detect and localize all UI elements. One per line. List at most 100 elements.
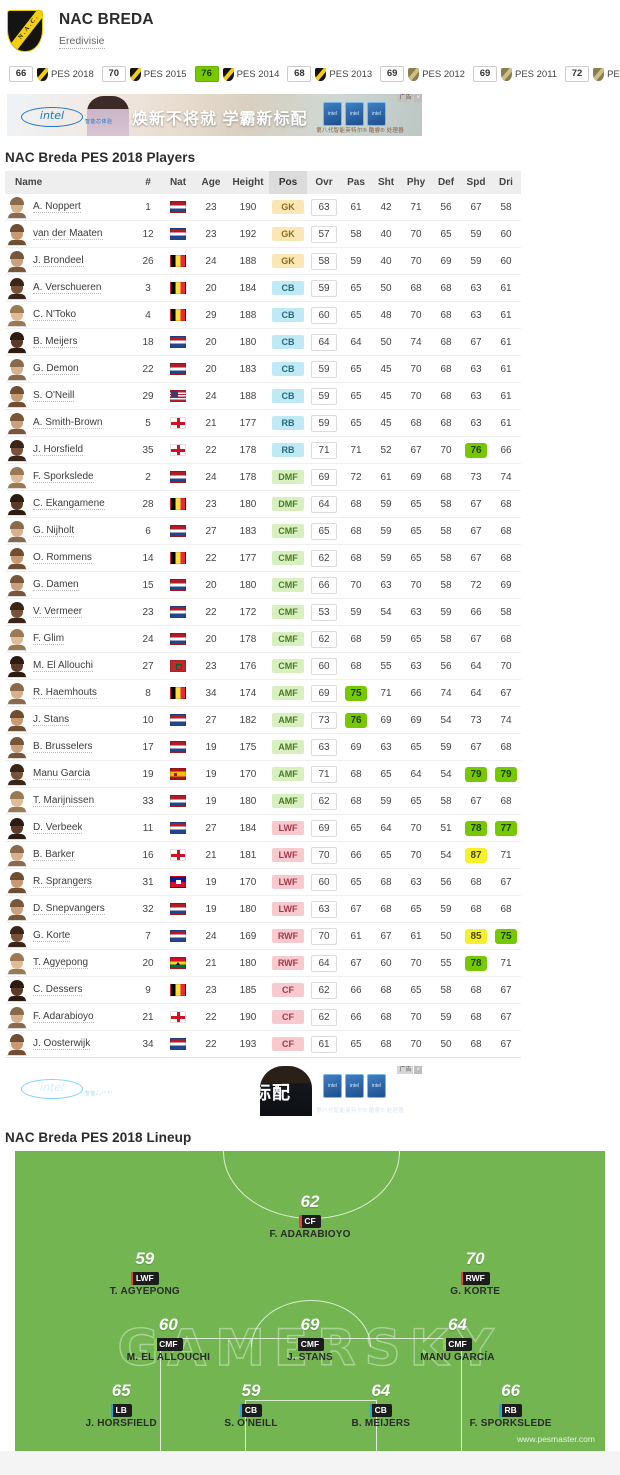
player-name-link[interactable]: O. Rommens <box>33 552 92 564</box>
column-header-num[interactable]: # <box>135 171 161 194</box>
pes-version-item[interactable]: 70 PES 2015 <box>101 66 187 82</box>
table-row[interactable]: D. Snepvangers 32 19 180 LWF 63 67 68 65 59 68 68 <box>5 895 521 923</box>
player-name-link[interactable]: B. Barker <box>33 849 75 861</box>
table-row[interactable]: F. Glim 24 20 178 CMF 62 68 59 65 58 67 68 <box>5 625 521 653</box>
column-header-age[interactable]: Age <box>195 171 227 194</box>
player-name-link[interactable]: J. Oosterwijk <box>33 1038 91 1050</box>
player-name-link[interactable]: F. Glim <box>33 633 65 645</box>
lineup-player[interactable]: 62 CF F. ADARABIOYO <box>240 1193 380 1241</box>
ad-close-control[interactable]: 广告 × <box>397 94 422 102</box>
pes-version-item[interactable]: 66 PES 2018 <box>9 66 94 82</box>
player-name-link[interactable]: B. Brusselers <box>33 741 93 753</box>
lineup-player[interactable]: 65 LB J. HORSFIELD <box>51 1382 191 1430</box>
table-row[interactable]: C. Ekangamene 28 23 180 DMF 64 68 59 65 58 67 68 <box>5 490 521 518</box>
table-row[interactable]: A. Smith-Brown 5 21 177 RB 59 65 45 68 68 63 61 <box>5 409 521 437</box>
column-header-pos[interactable]: Pos <box>269 171 307 194</box>
close-icon[interactable]: × <box>414 94 422 102</box>
pes-version-item[interactable]: 69 PES 2012 <box>380 66 465 82</box>
pes-version-item[interactable]: 76 PES 2014 <box>194 66 279 82</box>
lineup-player[interactable]: 69 CMF J. STANS <box>240 1316 380 1364</box>
table-row[interactable]: R. Sprangers 31 19 170 LWF 60 65 68 63 56 68 67 <box>5 868 521 896</box>
table-row[interactable]: B. Meijers 18 20 180 CB 64 64 50 74 68 67 61 <box>5 328 521 356</box>
player-name-link[interactable]: J. Brondeel <box>33 255 84 267</box>
player-name-link[interactable]: S. O'Neill <box>33 390 75 402</box>
player-name-link[interactable]: D. Snepvangers <box>33 903 105 915</box>
ad-banner-top[interactable]: intel 智能芯体验 焕新不将就 学霸新标配 intel intel intel … <box>7 94 422 136</box>
player-name-link[interactable]: A. Smith-Brown <box>33 417 103 429</box>
player-name-link[interactable]: C. N'Toko <box>33 309 77 321</box>
table-row[interactable]: R. Haemhouts 8 34 174 AMF 69 75 71 66 74 64 67 <box>5 679 521 707</box>
lineup-player[interactable]: 70 RWF G. KORTE <box>405 1250 545 1298</box>
table-row[interactable]: G. Nijholt 6 27 183 CMF 65 68 59 65 58 67 68 <box>5 517 521 545</box>
table-row[interactable]: M. El Allouchi 27 23 176 CMF 60 68 55 63 56 64 70 <box>5 652 521 680</box>
table-row[interactable]: C. N'Toko 4 29 188 CB 60 65 48 70 68 63 61 <box>5 301 521 329</box>
table-row[interactable]: J. Oosterwijk 34 22 193 CF 61 65 68 70 50 68 67 <box>5 1030 521 1058</box>
pes-version-item[interactable]: 68 PES 2013 <box>287 66 372 82</box>
lineup-player[interactable]: 64 CB B. MEIJERS <box>311 1382 451 1430</box>
table-row[interactable]: B. Barker 16 21 181 LWF 70 66 65 70 54 87 71 <box>5 841 521 869</box>
player-name-link[interactable]: R. Sprangers <box>33 876 92 888</box>
lineup-player[interactable]: 59 LWF T. AGYEPONG <box>75 1250 215 1298</box>
player-name-link[interactable]: C. Dessers <box>33 984 83 996</box>
table-row[interactable]: G. Korte 7 24 169 RWF 70 61 67 61 50 85 75 <box>5 922 521 950</box>
player-name-link[interactable]: A. Verschueren <box>33 282 102 294</box>
lineup-player[interactable]: 60 CMF M. EL ALLOUCHI <box>98 1316 238 1364</box>
player-name-link[interactable]: G. Korte <box>33 930 71 942</box>
lineup-player[interactable]: 64 CMF MANU GARCÍA <box>388 1316 528 1364</box>
table-row[interactable]: F. Adarabioyo 21 22 190 CF 62 66 68 70 59 68 67 <box>5 1003 521 1031</box>
table-row[interactable]: J. Brondeel 26 24 188 GK 58 59 40 70 69 59 60 <box>5 247 521 275</box>
table-row[interactable]: D. Verbeek 11 27 184 LWF 69 65 64 70 51 78 77 <box>5 814 521 842</box>
player-name-link[interactable]: A. Noppert <box>33 201 81 213</box>
table-row[interactable]: J. Horsfield 35 22 178 RB 71 71 52 67 70 76 66 <box>5 436 521 464</box>
table-row[interactable]: B. Brusselers 17 19 175 AMF 63 69 63 65 59 67 68 <box>5 733 521 761</box>
column-header-phy[interactable]: Phy <box>401 171 431 194</box>
close-icon[interactable]: × <box>414 1066 422 1074</box>
player-name-link[interactable]: B. Meijers <box>33 336 78 348</box>
column-header-height[interactable]: Height <box>227 171 269 194</box>
table-row[interactable]: van der Maaten 12 23 192 GK 57 58 40 70 65 59 60 <box>5 220 521 248</box>
player-name-link[interactable]: T. Agyepong <box>33 957 89 969</box>
player-name-link[interactable]: G. Demon <box>33 363 79 375</box>
player-name-link[interactable]: F. Sporkslede <box>33 471 94 483</box>
club-league-link[interactable]: Eredivisie <box>59 35 105 49</box>
table-row[interactable]: V. Vermeer 23 22 172 CMF 53 59 54 63 59 66 58 <box>5 598 521 626</box>
table-row[interactable]: T. Marijnissen 33 19 180 AMF 62 68 59 65 58 67 68 <box>5 787 521 815</box>
player-name-link[interactable]: R. Haemhouts <box>33 687 97 699</box>
column-header-dri[interactable]: Dri <box>491 171 521 194</box>
table-row[interactable]: A. Verschueren 3 20 184 CB 59 65 50 68 68 63 61 <box>5 274 521 302</box>
table-row[interactable]: A. Noppert 1 23 190 GK 63 61 42 71 56 67 58 <box>5 194 521 221</box>
column-header-ovr[interactable]: Ovr <box>307 171 341 194</box>
column-header-spd[interactable]: Spd <box>461 171 491 194</box>
player-name-link[interactable]: C. Ekangamene <box>33 498 105 510</box>
column-header-def[interactable]: Def <box>431 171 461 194</box>
ad-close-control[interactable]: 广告 × <box>397 1066 422 1074</box>
table-row[interactable]: C. Dessers 9 23 185 CF 62 66 68 65 58 68 67 <box>5 976 521 1004</box>
player-name-link[interactable]: M. El Allouchi <box>33 660 94 672</box>
player-name-link[interactable]: V. Vermeer <box>33 606 83 618</box>
column-header-pas[interactable]: Pas <box>341 171 371 194</box>
player-name-link[interactable]: J. Stans <box>33 714 70 726</box>
player-name-link[interactable]: van der Maaten <box>33 228 103 240</box>
player-name-link[interactable]: Manu Garcia <box>33 768 91 780</box>
table-row[interactable]: J. Stans 10 27 182 AMF 73 76 69 69 54 73 74 <box>5 706 521 734</box>
player-name-link[interactable]: T. Marijnissen <box>33 795 95 807</box>
player-name-link[interactable]: F. Adarabioyo <box>33 1011 94 1023</box>
column-header-sht[interactable]: Sht <box>371 171 401 194</box>
player-name-link[interactable]: G. Damen <box>33 579 79 591</box>
table-row[interactable]: T. Agyepong 20 21 180 RWF 64 67 60 70 55 78 71 <box>5 949 521 977</box>
table-row[interactable]: S. O'Neill 29 24 188 CB 59 65 45 70 68 63 61 <box>5 382 521 410</box>
table-row[interactable]: F. Sporkslede 2 24 178 DMF 69 72 61 69 68 73 74 <box>5 463 521 491</box>
player-name-link[interactable]: J. Horsfield <box>33 444 84 456</box>
player-name-link[interactable]: D. Verbeek <box>33 822 83 834</box>
lineup-player[interactable]: 59 CB S. O'NEILL <box>181 1382 321 1430</box>
table-row[interactable]: G. Damen 15 20 180 CMF 66 70 63 70 58 72 69 <box>5 571 521 599</box>
column-header-name[interactable]: Name <box>5 171 135 194</box>
lineup-player[interactable]: 66 RB F. SPORKSLEDE <box>441 1382 581 1430</box>
table-row[interactable]: O. Rommens 14 22 177 CMF 62 68 59 65 58 67 68 <box>5 544 521 572</box>
table-row[interactable]: Manu Garcia 19 19 170 AMF 71 68 65 64 54 79 79 <box>5 760 521 788</box>
player-name-link[interactable]: G. Nijholt <box>33 525 75 537</box>
pes-version-item[interactable]: 72 PES 5 <box>565 66 620 82</box>
pes-version-item[interactable]: 69 PES 2011 <box>472 66 557 82</box>
ad-banner-bottom[interactable]: intel 智能芯体验 焕新不将就 学霸新标配 intel intel intel … <box>7 1066 422 1116</box>
column-header-nat[interactable]: Nat <box>161 171 195 194</box>
